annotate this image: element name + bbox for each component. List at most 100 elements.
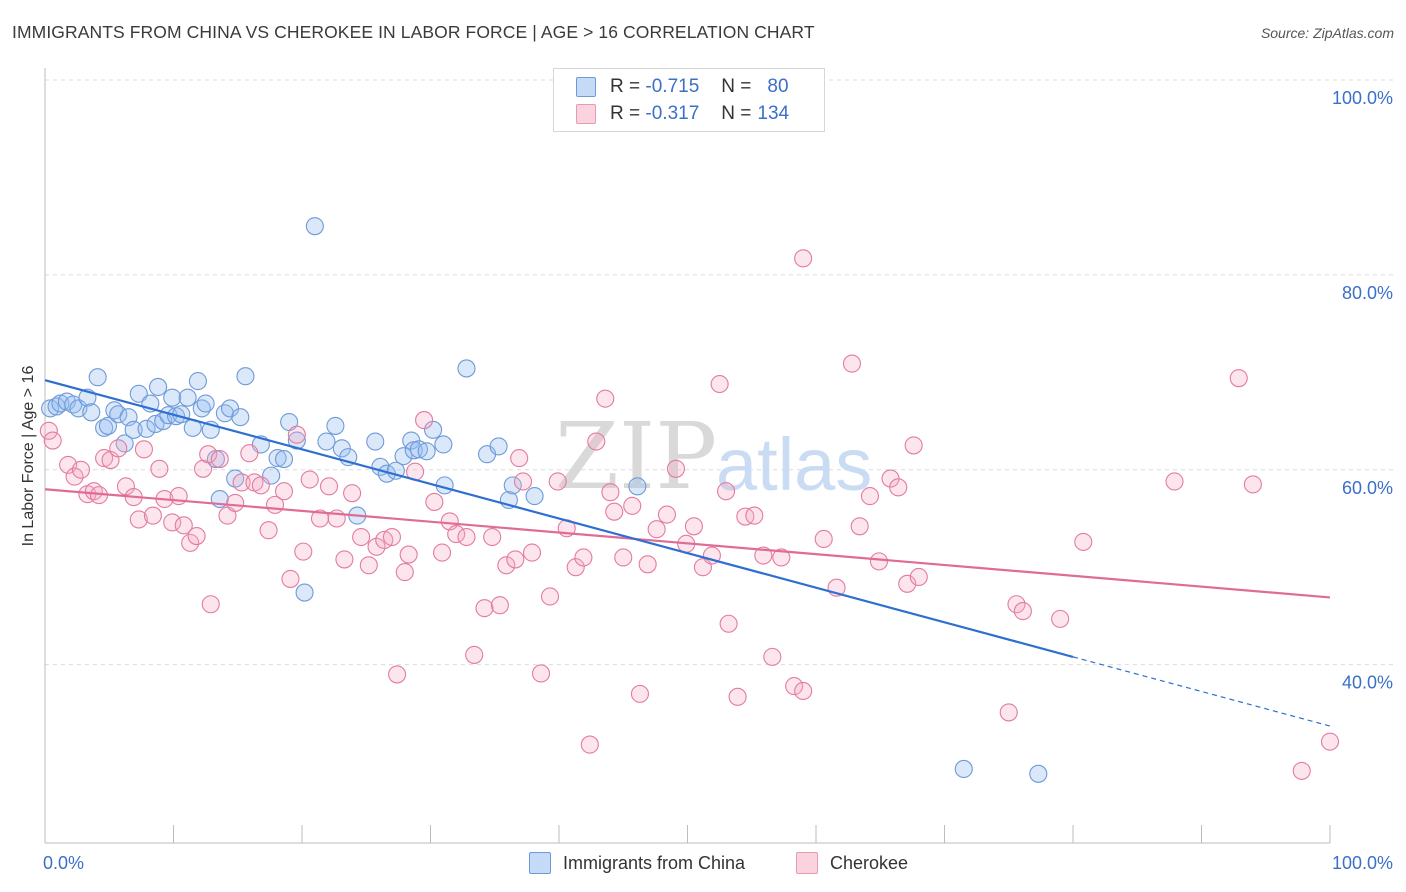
cherokee-point: [1165, 472, 1184, 491]
china-point: [231, 408, 250, 427]
cherokee-point: [174, 516, 193, 535]
bottom-legend-label-china: Immigrants from China: [563, 852, 746, 873]
china-trend-extension: [1072, 656, 1331, 727]
legend-swatch-cherokee: [576, 104, 596, 124]
cherokee-point: [343, 484, 362, 503]
china-point: [503, 476, 522, 495]
cherokee-point: [300, 470, 319, 489]
cherokee-point: [850, 517, 869, 536]
china-point: [404, 441, 423, 460]
cherokee-point: [1013, 602, 1032, 621]
source-label: Source: ZipAtlas.com: [1260, 25, 1394, 41]
china-point: [628, 477, 647, 496]
china-point: [51, 394, 70, 413]
watermark-atlas: atlas: [716, 423, 872, 506]
cherokee-point: [728, 687, 747, 706]
cherokee-point: [475, 599, 494, 618]
china-point: [149, 377, 168, 397]
cherokee-point: [187, 526, 206, 546]
cherokee-point: [814, 529, 833, 549]
china-point: [366, 432, 385, 451]
correlation-legend: R = -0.715 N = 80 R = -0.317 N = 134: [553, 68, 825, 132]
china-point: [295, 583, 314, 602]
cherokee-point: [251, 476, 270, 495]
cherokee-point: [710, 374, 729, 394]
cherokee-point: [226, 493, 245, 512]
cherokee-point: [71, 460, 91, 479]
china-point: [954, 759, 973, 778]
y-tick-label: 40.0%: [1342, 673, 1393, 693]
cherokee-point: [510, 449, 529, 468]
cherokee-point: [623, 496, 642, 515]
cherokee-point: [425, 492, 444, 511]
cherokee-point: [898, 574, 917, 593]
china-point: [109, 405, 128, 424]
cherokee-point: [415, 411, 434, 430]
cherokee-point: [95, 449, 114, 468]
china-point: [129, 384, 148, 403]
china-point: [215, 404, 234, 423]
cherokee-point: [199, 445, 218, 464]
cherokee-point: [999, 703, 1018, 722]
cherokee-point: [433, 543, 452, 562]
cherokee-point: [388, 665, 407, 684]
y-tick-label: 80.0%: [1342, 283, 1393, 303]
legend-r-value: -0.715: [645, 76, 700, 97]
china-point: [326, 416, 345, 435]
china-point: [434, 435, 453, 454]
china-point: [457, 359, 476, 378]
cherokee-point: [335, 550, 354, 569]
cherokee-point: [548, 472, 567, 491]
cherokee-point: [399, 545, 418, 564]
cherokee-point: [719, 614, 738, 633]
legend-n-label: N =: [721, 76, 752, 97]
china-point: [41, 399, 60, 418]
china-point: [1029, 764, 1048, 783]
china-trend-line: [44, 379, 1074, 658]
cherokee-point: [869, 552, 889, 571]
cherokee-point: [367, 537, 386, 556]
cherokee-point: [352, 527, 371, 547]
cherokee-point: [39, 421, 58, 440]
cherokee-point: [580, 735, 599, 754]
cherokee-point: [395, 563, 414, 582]
cherokee-point: [1229, 369, 1248, 388]
cherokee-point: [745, 506, 764, 525]
china-point: [163, 388, 182, 407]
cherokee-point: [232, 473, 251, 492]
cherokee-point: [587, 432, 606, 451]
legend-row-china: R = -0.715 N = 80: [576, 74, 789, 100]
cherokee-point: [860, 487, 880, 506]
cherokee-point: [596, 389, 615, 408]
cherokee-trend-line: [44, 488, 1331, 599]
tick-labels: 100.0% 80.0% 60.0% 40.0% 0.0% 100.0%: [43, 88, 1393, 873]
y-tick-label: 100.0%: [1332, 88, 1393, 108]
cherokee-point: [513, 472, 533, 491]
bottom-legend-swatch-cherokee: [796, 852, 818, 874]
china-point: [236, 367, 255, 386]
x-tick-label: 100.0%: [1332, 853, 1393, 873]
cherokee-point: [483, 527, 502, 547]
cherokee-point: [794, 681, 813, 701]
china-point: [274, 450, 294, 469]
series-immigrants-from-china-points: [41, 217, 1048, 783]
x-tick-label: 0.0%: [43, 853, 84, 873]
bottom-legend-china: Immigrants from China: [529, 852, 745, 874]
cherokee-point: [465, 645, 484, 664]
cherokee-point: [785, 677, 804, 696]
china-point: [98, 416, 118, 435]
china-point: [424, 420, 443, 439]
series-cherokee-points: [39, 249, 1340, 780]
cherokee-point: [43, 431, 62, 450]
cherokee-point: [109, 439, 128, 458]
cherokee-point: [605, 502, 624, 521]
cherokee-point: [181, 533, 200, 552]
china-point: [188, 372, 207, 391]
cherokee-point: [1292, 761, 1311, 780]
cherokee-point: [259, 521, 278, 540]
cherokee-point: [666, 459, 685, 478]
cherokee-point: [763, 647, 782, 666]
china-point: [317, 432, 336, 451]
china-point: [305, 217, 324, 236]
